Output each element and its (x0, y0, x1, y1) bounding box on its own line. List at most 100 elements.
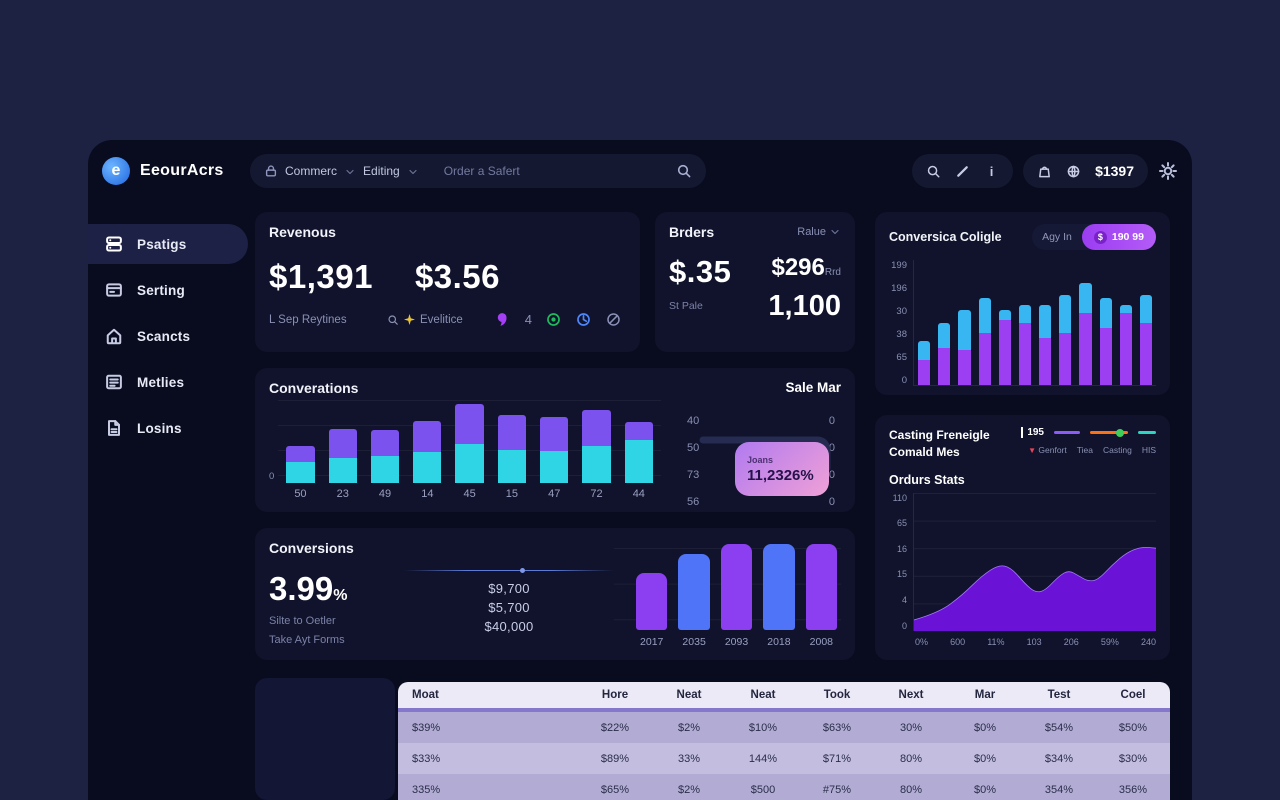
tools-pill: i (912, 154, 1014, 188)
conversations-title: Converations (269, 380, 359, 396)
axis-tick: 110 (892, 492, 907, 503)
area-fill (914, 546, 1156, 631)
bar: 47 (540, 400, 569, 500)
bar-segment-bottom (1119, 312, 1132, 385)
highlight-badge[interactable]: Joans 11,2326% (735, 442, 829, 496)
card-icon (104, 280, 124, 300)
bar-segment-top (1139, 295, 1153, 323)
slashed-circle-icon[interactable] (605, 311, 622, 328)
nav-dropdown-commerce[interactable]: Commerc (285, 164, 338, 178)
chevron-down-icon (407, 165, 419, 177)
sale-row-right: 0 (828, 495, 835, 508)
table-cell: $71% (822, 752, 852, 765)
search-input[interactable] (443, 164, 669, 178)
bar: 2017 (636, 544, 668, 648)
target-icon[interactable] (545, 311, 562, 328)
pen-icon[interactable] (955, 164, 970, 179)
info-icon[interactable]: i (989, 163, 994, 179)
badge-value: 11,2326% (747, 466, 814, 484)
table-row: 335% $65% $2% $500 #75% 80% $0% 354% 356% (398, 774, 1170, 800)
bar (918, 260, 931, 385)
table-cell: 356% (1118, 783, 1148, 796)
table-cell: $500 (750, 783, 776, 796)
sidebar-item-losins[interactable]: Losins (88, 408, 248, 448)
search-icon (387, 314, 399, 326)
bar-segment-bottom (1039, 337, 1052, 385)
bar-fill (720, 544, 753, 630)
x-axis-label: 2093 (724, 636, 749, 648)
table-header: Moat Hore Neat Neat Took Next Mar Test Coel (398, 682, 1170, 712)
sale-row-left: 40 (687, 414, 700, 427)
table-cell: $30% (1118, 752, 1148, 765)
balance-button[interactable]: $ 190 99 (1081, 224, 1156, 250)
bar (1039, 260, 1052, 385)
table-cell: $22% (600, 721, 630, 734)
conversions-line-2: Take Ayt Forms (269, 634, 345, 646)
x-axis-label: 15 (505, 488, 519, 500)
bar-segment-top (918, 341, 931, 360)
bar-segment-bottom (918, 360, 931, 385)
clock-icon[interactable] (575, 311, 592, 328)
axis-tick: 4 (901, 594, 907, 605)
bar: 44 (624, 400, 653, 500)
gear-icon[interactable] (1158, 161, 1178, 181)
y-axis-labels: 199 196 30 38 65 0 (889, 260, 913, 386)
bar: 23 (328, 400, 357, 500)
table-cell: $89% (600, 752, 630, 765)
table-cell: 335% (412, 783, 441, 796)
table-cell: $0% (973, 752, 997, 765)
table-cell: $50% (1118, 721, 1148, 734)
layers-icon (104, 234, 124, 254)
bar: 2093 (720, 544, 753, 648)
conversions-value-3: $40,000 (484, 619, 534, 634)
x-axis-label: 2008 (809, 636, 833, 648)
axis-tick: 199 (891, 260, 907, 271)
sidebar-item-scancts[interactable]: Scancts (88, 316, 248, 356)
sidebar-item-label: Losins (137, 420, 182, 436)
logo[interactable]: e EeourAcrs (102, 157, 252, 185)
sidebar-item-label: Psatigs (137, 236, 187, 252)
bar-segment-bottom (1099, 327, 1112, 385)
bar (1079, 260, 1092, 385)
four-icon[interactable]: 4 (524, 312, 532, 327)
wallet-pill[interactable]: $1397 (1023, 154, 1148, 188)
sidebar-item-metlies[interactable]: Metlies (88, 362, 248, 402)
bar-segment-top (978, 297, 991, 333)
table-cell: 144% (748, 752, 778, 765)
axis-tick: 0 (901, 620, 907, 631)
sign-in-button[interactable]: Agy In (1042, 231, 1072, 243)
area-line (914, 547, 1156, 620)
divider-line (404, 568, 614, 573)
nav-dropdown-editing[interactable]: Editing (363, 164, 400, 178)
table-cell: 30% (899, 721, 923, 734)
x-axis-label: 49 (378, 488, 392, 500)
bar: 14 (413, 400, 442, 500)
orders-dropdown[interactable]: Ralue (797, 226, 841, 238)
casting-card: Casting Freneigle Comald Mes 195 ▼ Genfo… (875, 415, 1170, 660)
legend-line-purple (1054, 431, 1080, 434)
sidebar-item-label: Serting (137, 282, 185, 298)
bar-segment-top (582, 409, 611, 447)
nav-search-pill: Commerc Editing (250, 154, 706, 188)
bar-segment-top (413, 420, 442, 453)
sidebar: Psatigs Serting Scancts Metlies Losins (88, 224, 248, 454)
sale-row-left: 73 (687, 468, 700, 481)
table-cell: $54% (1044, 721, 1074, 734)
news-icon (104, 372, 124, 392)
revenue-sub-1: L Sep Reytines (269, 313, 347, 326)
orders-sub-1: St Pale (669, 300, 703, 312)
bar: 50 (286, 400, 315, 500)
sidebar-item-psatigs[interactable]: Psatigs (88, 224, 248, 264)
bar-segment-top (286, 445, 315, 463)
search-icon[interactable] (676, 163, 692, 179)
search-icon[interactable] (926, 164, 941, 179)
x-axis-label: 47 (548, 488, 561, 500)
legend-dot-green (1116, 428, 1124, 437)
legend-label: Tiea (1076, 445, 1093, 455)
home-icon (104, 326, 124, 346)
y-axis-labels: 110 65 16 15 4 0 (889, 493, 913, 631)
bar-segment-bottom (286, 462, 315, 483)
bar-segment-top (1079, 282, 1092, 313)
sidebar-item-serting[interactable]: Serting (88, 270, 248, 310)
comma-icon[interactable] (493, 310, 512, 329)
